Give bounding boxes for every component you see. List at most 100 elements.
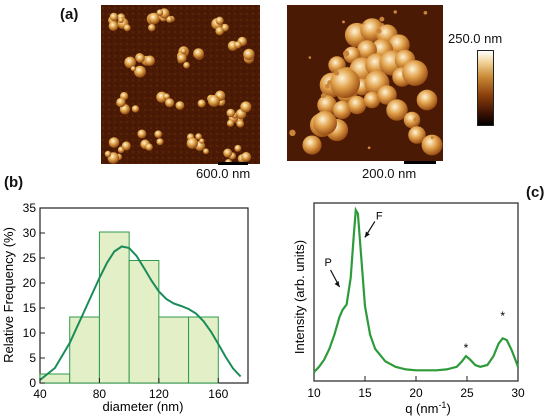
afm-grain bbox=[109, 12, 119, 22]
afm-grain bbox=[308, 56, 312, 59]
intensity-frame bbox=[313, 202, 519, 382]
colorbar-label: 250.0 nm bbox=[448, 31, 503, 46]
histogram-y-label: Relative Frequency (%) bbox=[1, 227, 16, 363]
afm-grain bbox=[367, 146, 371, 150]
intensity-x-tick-label: 25 bbox=[460, 386, 474, 400]
afm-grain bbox=[203, 148, 209, 155]
afm-grain bbox=[108, 137, 120, 148]
intensity-y-label: Intensity (arb. units) bbox=[292, 240, 307, 354]
histogram-y-tick-label: 35 bbox=[23, 201, 37, 215]
annotation-arrowhead-f bbox=[364, 231, 370, 238]
afm-grain bbox=[108, 21, 119, 31]
afm-grain bbox=[165, 98, 175, 108]
afm-grain bbox=[148, 23, 156, 32]
scalebar-right-label: 200.0 nm bbox=[362, 166, 417, 181]
annotation-label-f: F bbox=[376, 210, 383, 222]
histogram-bar bbox=[69, 316, 100, 384]
afm-grain bbox=[215, 26, 224, 36]
afm-grain bbox=[134, 65, 147, 78]
panel-label-a: (a) bbox=[60, 6, 79, 23]
scalebar-left bbox=[218, 162, 248, 165]
afm-grain bbox=[208, 94, 220, 107]
afm-grain bbox=[118, 17, 124, 23]
afm-grain bbox=[362, 22, 365, 25]
afm-grain bbox=[223, 148, 233, 158]
histogram-y-tick-label: 5 bbox=[29, 351, 36, 365]
afm-grain bbox=[116, 97, 126, 108]
afm-grain bbox=[243, 48, 255, 61]
histogram-y-tick-label: 20 bbox=[23, 276, 37, 290]
afm-grain bbox=[197, 99, 206, 108]
afm-grain bbox=[166, 16, 173, 23]
histogram-bar bbox=[188, 316, 219, 384]
afm-grain bbox=[156, 138, 164, 146]
afm-grain bbox=[313, 111, 337, 135]
afm-grain bbox=[145, 143, 153, 151]
afm-grain bbox=[236, 120, 245, 128]
afm-image-zoom bbox=[287, 5, 443, 161]
scalebar-right bbox=[404, 161, 436, 164]
afm-zoom-graphic bbox=[287, 5, 443, 161]
scalebar-left-label: 600.0 nm bbox=[196, 166, 251, 181]
afm-grain bbox=[240, 101, 252, 113]
afm-grain bbox=[130, 66, 136, 72]
afm-grain bbox=[377, 85, 397, 105]
intensity-curve bbox=[313, 206, 520, 373]
histogram-fit-curve bbox=[39, 245, 242, 381]
afm-grain bbox=[148, 12, 161, 25]
annotation-arrowhead-p bbox=[334, 281, 340, 287]
histogram-chart: 40 80 120 160 0 5 10 15 20 25 30 35 diameter (nm) R… bbox=[1, 201, 249, 414]
afm-image-large-area bbox=[101, 5, 260, 164]
intensity-chart: 10 15 20 25 30 P F * * q (nm-1) Intensity (arb.… bbox=[292, 202, 525, 416]
afm-grain bbox=[163, 93, 170, 100]
histogram-bar bbox=[128, 260, 160, 384]
afm-grain bbox=[423, 10, 428, 15]
afm-grain bbox=[131, 105, 140, 113]
height-colorbar bbox=[477, 50, 494, 126]
afm-grain bbox=[183, 61, 190, 69]
afm-grain bbox=[416, 89, 438, 111]
panel-label-b: (b) bbox=[4, 174, 24, 191]
histogram-x-label: diameter (nm) bbox=[103, 399, 184, 414]
afm-grain bbox=[421, 134, 443, 156]
afm-grain bbox=[402, 60, 428, 86]
afm-grain bbox=[123, 24, 131, 32]
histogram-y-tick-label: 30 bbox=[23, 226, 37, 240]
afm-grain bbox=[234, 41, 242, 49]
afm-grain bbox=[317, 95, 337, 115]
histogram-bar bbox=[158, 316, 190, 384]
afm-grain bbox=[226, 119, 235, 127]
intensity-x-label: q (nm-1) bbox=[405, 400, 451, 416]
afm-grain bbox=[334, 70, 340, 76]
afm-grain bbox=[175, 101, 185, 110]
afm-grain bbox=[386, 99, 408, 121]
intensity-x-tick-label: 20 bbox=[409, 386, 423, 400]
afm-grain bbox=[327, 80, 332, 85]
annotation-label-p: P bbox=[325, 257, 332, 269]
afm-grain bbox=[154, 130, 163, 139]
afm-grain bbox=[408, 126, 426, 144]
histogram-x-tick-label: 120 bbox=[149, 387, 169, 401]
afm-grain bbox=[124, 56, 137, 69]
afm-grain bbox=[195, 133, 202, 140]
afm-grain bbox=[325, 83, 330, 89]
histogram-y-tick-label: 15 bbox=[23, 301, 37, 315]
afm-grain bbox=[302, 135, 322, 155]
afm-grain bbox=[121, 141, 131, 151]
histogram-y-tick-label: 0 bbox=[29, 376, 36, 390]
afm-grain bbox=[393, 10, 397, 14]
intensity-x-tick-label: 30 bbox=[511, 386, 525, 400]
afm-grain bbox=[430, 136, 434, 140]
histogram-y-tick-label: 25 bbox=[23, 251, 37, 265]
afm-grain bbox=[289, 129, 296, 137]
afm-grain bbox=[347, 95, 367, 115]
afm-grain bbox=[379, 16, 385, 22]
afm-grain bbox=[332, 100, 352, 120]
intensity-x-tick-label: 15 bbox=[358, 386, 372, 400]
afm-grain bbox=[199, 138, 205, 144]
afm-grain bbox=[320, 93, 326, 99]
afm-grain bbox=[156, 9, 164, 16]
afm-grain bbox=[177, 53, 187, 63]
histogram-x-tick-label: 80 bbox=[93, 387, 107, 401]
afm-grain bbox=[343, 50, 350, 57]
